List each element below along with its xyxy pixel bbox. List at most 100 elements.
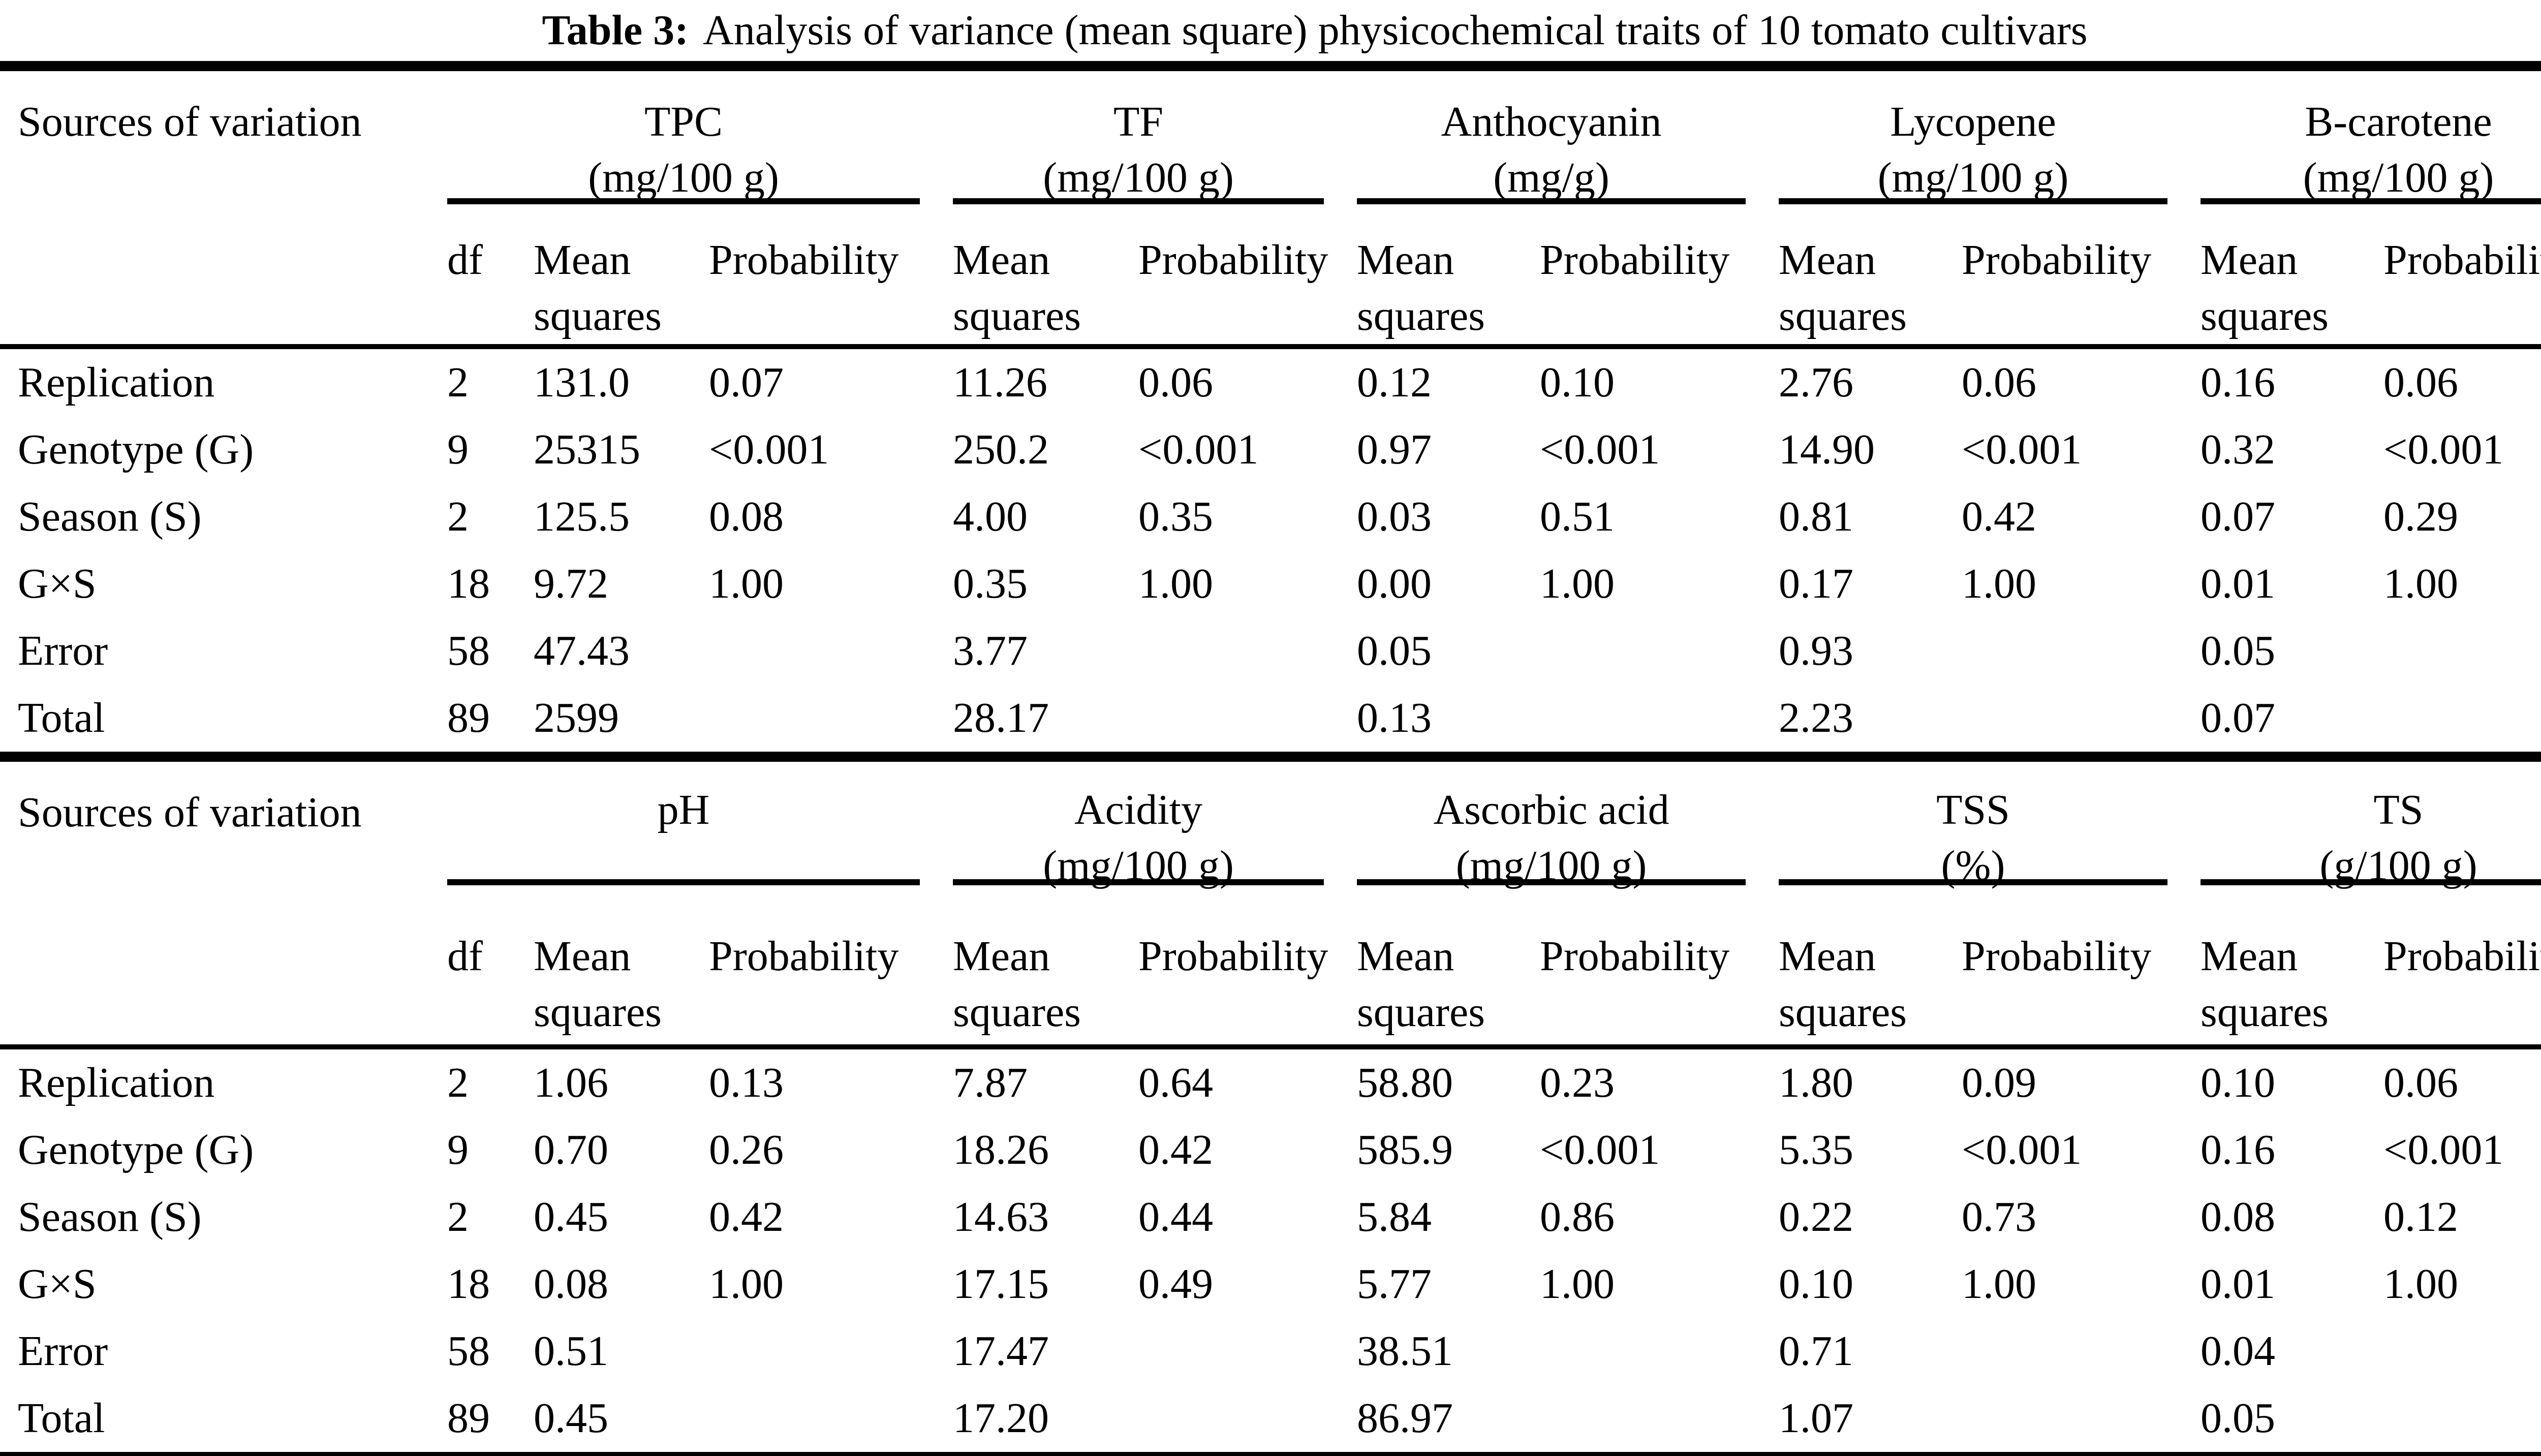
mean-square-cell: 4.00 xyxy=(953,493,1028,540)
group-unit: (mg/g) xyxy=(1493,154,1609,201)
mean-square-cell: 18.26 xyxy=(953,1126,1049,1173)
source-cell: Error xyxy=(18,627,108,674)
table-row: Season (S) 2 125.5 0.08 4.00 0.35 0.03 0… xyxy=(0,483,2541,550)
table-row: Genotype (G) 9 0.70 0.26 18.26 0.42 585.… xyxy=(0,1117,2541,1184)
mean-square-cell: 11.26 xyxy=(953,359,1047,406)
anova-table-bottom: Sources of variation pH Acidity (mg/100 g… xyxy=(0,762,2541,1456)
probability-cell: 0.42 xyxy=(1138,1126,1213,1173)
probability-header: Probability xyxy=(2383,204,2541,349)
probability-cell xyxy=(2383,685,2541,757)
mean-squares-header: Mean squares xyxy=(2201,204,2383,349)
probability-cell xyxy=(2383,1318,2541,1385)
table-row: G×S 18 0.08 1.00 17.15 0.49 5.77 1.00 0.… xyxy=(0,1251,2541,1318)
source-cell: Total xyxy=(18,694,105,741)
mean-square-cell: 17.15 xyxy=(953,1260,1049,1308)
mean-square-cell: 131.0 xyxy=(534,359,630,406)
mean-square-cell: 0.97 xyxy=(1357,426,1432,473)
probability-cell xyxy=(1962,1318,2201,1385)
probability-cell: 0.29 xyxy=(2383,493,2458,540)
group-name: TPC xyxy=(644,98,723,145)
probability-cell: 1.00 xyxy=(1540,1260,1615,1308)
table-row: Season (S) 2 0.45 0.42 14.63 0.44 5.84 0… xyxy=(0,1184,2541,1251)
mean-square-cell: 0.01 xyxy=(2201,1260,2276,1308)
df-cell: 2 xyxy=(447,359,469,406)
mean-square-cell: 0.08 xyxy=(2201,1193,2276,1241)
df-header: df xyxy=(447,204,534,349)
anova-table-top: Sources of variation TPC (mg/100 g) TF (mg… xyxy=(0,61,2541,762)
mean-square-cell: 0.45 xyxy=(534,1193,608,1241)
column-group-bcarotene: B-carotene (mg/100 g) xyxy=(2201,66,2541,204)
probability-header: Probability xyxy=(1962,885,2201,1049)
probability-cell: <0.001 xyxy=(1962,1126,2082,1173)
probability-cell xyxy=(2383,1385,2541,1456)
probability-cell xyxy=(709,617,953,685)
sources-of-variation-header: Sources of variation xyxy=(0,66,447,349)
column-group-tpc: TPC (mg/100 g) xyxy=(447,66,953,204)
group-unit: (mg/100 g) xyxy=(2303,154,2494,201)
mean-square-cell: 2599 xyxy=(534,694,619,741)
source-cell: Replication xyxy=(18,359,215,406)
table-number-label: Table 3: xyxy=(542,7,689,54)
probability-cell xyxy=(1138,1385,1357,1456)
df-cell: 58 xyxy=(447,1327,490,1375)
probability-cell xyxy=(1138,1318,1357,1385)
probability-cell xyxy=(1138,617,1357,685)
mean-square-cell: 9.72 xyxy=(534,560,608,607)
probability-cell: 0.86 xyxy=(1540,1193,1615,1241)
mean-square-cell: 0.03 xyxy=(1357,493,1432,540)
mean-square-cell: 0.08 xyxy=(534,1260,608,1308)
group-unit: (mg/100 g) xyxy=(1043,842,1234,889)
source-cell: Replication xyxy=(18,1059,215,1106)
probability-cell: 1.00 xyxy=(1138,560,1213,607)
mean-squares-header: Mean squares xyxy=(953,885,1138,1049)
sources-of-variation-header: Sources of variation xyxy=(0,762,447,1049)
mean-square-cell: 0.70 xyxy=(534,1126,608,1173)
probability-cell: 0.09 xyxy=(1962,1059,2037,1106)
probability-header: Probability xyxy=(709,204,953,349)
mean-square-cell: 0.81 xyxy=(1779,493,1853,540)
table-row: Error 58 0.51 17.47 38.51 0.71 0.04 xyxy=(0,1318,2541,1385)
probability-header: Probability xyxy=(709,885,953,1049)
mean-square-cell: 14.90 xyxy=(1779,426,1875,473)
mean-square-cell: 0.71 xyxy=(1779,1327,1854,1375)
probability-header: Probability xyxy=(1138,204,1357,349)
mean-square-cell: 47.43 xyxy=(534,627,630,674)
mean-square-cell: 125.5 xyxy=(534,493,630,540)
table-row: Total 89 2599 28.17 0.13 2.23 0.07 xyxy=(0,685,2541,757)
mean-square-cell: 0.05 xyxy=(2201,627,2275,674)
probability-cell: 0.08 xyxy=(709,493,784,540)
mean-square-cell: 1.07 xyxy=(1779,1395,1854,1442)
source-cell: Genotype (G) xyxy=(18,426,254,473)
mean-square-cell: 2.76 xyxy=(1779,359,1853,406)
probability-cell: 0.06 xyxy=(2383,1059,2459,1106)
probability-cell: 1.00 xyxy=(1962,560,2036,607)
probability-cell: 0.07 xyxy=(709,359,784,406)
table-row: G×S 18 9.72 1.00 0.35 1.00 0.00 1.00 0.1… xyxy=(0,550,2541,617)
mean-square-cell: 0.35 xyxy=(953,560,1028,607)
probability-cell xyxy=(1138,685,1357,757)
mean-square-cell: 0.32 xyxy=(2201,426,2275,473)
df-cell: 18 xyxy=(447,560,490,607)
mean-square-cell: 2.23 xyxy=(1779,694,1853,741)
probability-cell: 0.35 xyxy=(1138,493,1213,540)
column-group-anthocyanin: Anthocyanin (mg/g) xyxy=(1357,66,1779,204)
probability-cell: <0.001 xyxy=(709,426,829,473)
group-unit: (mg/100 g) xyxy=(1877,154,2069,201)
probability-cell: 1.00 xyxy=(2383,1260,2459,1308)
source-cell: Total xyxy=(18,1395,105,1442)
mean-square-cell: 250.2 xyxy=(953,426,1049,473)
probability-cell: 0.06 xyxy=(1962,359,2036,406)
mean-square-cell: 5.77 xyxy=(1357,1260,1432,1308)
mean-square-cell: 17.47 xyxy=(953,1327,1049,1375)
df-cell: 89 xyxy=(447,1395,490,1442)
group-name: TSS xyxy=(1936,786,2010,833)
probability-cell: 0.13 xyxy=(709,1059,784,1106)
probability-cell xyxy=(1540,1385,1779,1456)
column-group-lycopene: Lycopene (mg/100 g) xyxy=(1779,66,2201,204)
probability-cell xyxy=(1962,617,2201,685)
probability-cell: 0.44 xyxy=(1138,1193,1213,1241)
mean-square-cell: 0.22 xyxy=(1779,1193,1854,1241)
group-unit: (mg/100 g) xyxy=(588,154,779,201)
mean-square-cell: 0.45 xyxy=(534,1395,608,1442)
